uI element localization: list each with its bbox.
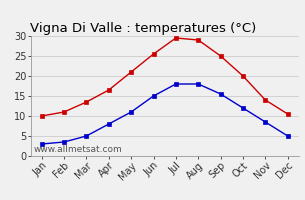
Text: Vigna Di Valle : temperatures (°C): Vigna Di Valle : temperatures (°C) [30,22,257,35]
Text: www.allmetsat.com: www.allmetsat.com [33,145,122,154]
